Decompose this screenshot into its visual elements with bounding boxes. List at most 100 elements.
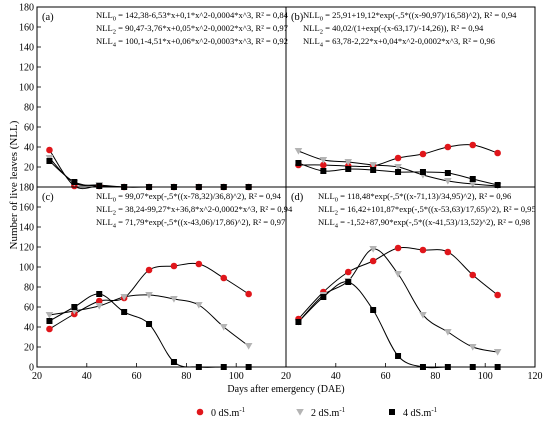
panel-frame bbox=[36, 6, 287, 188]
equation-text: = 100,1-4,51*x+0,06*x^2-0,0003*x^3, R² =… bbox=[116, 36, 288, 46]
data-point bbox=[146, 321, 153, 327]
y-tick-label: 40 bbox=[24, 143, 34, 154]
data-point bbox=[96, 183, 103, 189]
data-point bbox=[344, 159, 353, 166]
data-point bbox=[369, 257, 377, 265]
data-point bbox=[345, 166, 352, 172]
equation-subscript: 2 bbox=[113, 210, 116, 217]
data-point bbox=[395, 169, 402, 175]
panel-letter: (c) bbox=[42, 192, 54, 203]
data-point bbox=[245, 364, 252, 370]
data-point bbox=[493, 349, 502, 356]
legend: 0 dS.m-1 2 dS.m-1 4 dS.m-1 bbox=[196, 406, 438, 419]
data-point bbox=[46, 146, 53, 154]
x-tick-label: 40 bbox=[82, 371, 92, 382]
legend-label: 0 dS.m-1 bbox=[211, 406, 246, 419]
y-tick-label: 120 bbox=[19, 63, 34, 74]
equation-label: NLL bbox=[96, 204, 113, 214]
data-point bbox=[344, 268, 352, 276]
equation-subscript: 2 bbox=[335, 210, 338, 217]
x-tick-label: 80 bbox=[181, 371, 191, 382]
legend-item: 0 dS.m-1 bbox=[196, 406, 246, 419]
y-tick-label: 0 bbox=[29, 363, 34, 374]
y-tick-label: 160 bbox=[19, 203, 34, 214]
legend-label-sup: -1 bbox=[339, 406, 345, 414]
equation-label: NLL bbox=[96, 23, 113, 33]
equation-text: = 63,78-2,22*x+0,04*x^2-0,0002*x^3, R² =… bbox=[323, 36, 496, 46]
regression-equation: NLL0 = 142,38-6,53*x+0,1*x^2-0,0004*x^3,… bbox=[96, 10, 289, 23]
data-point bbox=[419, 150, 427, 158]
legend-label: 2 dS.m-1 bbox=[311, 406, 346, 419]
regression-equation: NLL0 = 118,48*exp(-,5*((x-71,13)/34,95)^… bbox=[318, 191, 512, 204]
equation-text: = 40,02/(1+exp(-(x-63,17)/-14,26)), R² =… bbox=[323, 23, 484, 33]
equation-label: NLL bbox=[303, 23, 320, 33]
regression-equation: NLL2 = 90,47-3,76*x+0,05*x^2-0,0002*x^3,… bbox=[96, 23, 289, 36]
data-point bbox=[320, 294, 327, 300]
data-point bbox=[419, 246, 427, 254]
data-point bbox=[369, 162, 377, 169]
equation-label: NLL bbox=[318, 204, 335, 214]
regression-equation: NLL4 = 100,1-4,51*x+0,06*x^2-0,0003*x^3,… bbox=[96, 36, 288, 49]
x-tick-label: 120 bbox=[528, 371, 543, 382]
equation-subscript: 2 bbox=[113, 29, 116, 36]
data-point bbox=[345, 279, 352, 285]
regression-equation: NLL4 = 63,78-2,22*x+0,04*x^2-0,0002*x^3,… bbox=[303, 36, 496, 49]
equation-text: = 71,79*exp(-,5*((x-43,06)/17,86)^2), R²… bbox=[116, 217, 286, 227]
data-point bbox=[419, 364, 426, 370]
data-point bbox=[120, 294, 128, 301]
legend-marker bbox=[389, 409, 395, 415]
data-point bbox=[444, 178, 452, 185]
data-point bbox=[468, 181, 477, 188]
data-point bbox=[494, 182, 501, 188]
equation-text: = 118,48*exp(-,5*((x-71,13)/34,95)^2), R… bbox=[338, 191, 512, 201]
data-point bbox=[444, 364, 451, 370]
y-axis-label: Number of live leaves (NLL) bbox=[8, 120, 20, 249]
data-point bbox=[469, 271, 477, 279]
legend-label: 4 dS.m-1 bbox=[403, 406, 438, 419]
equation-subscript: 0 bbox=[320, 16, 323, 23]
regression-equation: NLL2 = 40,02/(1+exp(-(x-63,17)/-14,26)),… bbox=[303, 23, 484, 36]
data-point bbox=[294, 148, 303, 155]
panel-letter: (a) bbox=[42, 12, 54, 23]
x-tick-label: 80 bbox=[430, 371, 440, 382]
data-point bbox=[444, 143, 452, 151]
data-point bbox=[394, 154, 402, 162]
equation-label: NLL bbox=[96, 10, 113, 20]
equation-subscript: 0 bbox=[113, 197, 116, 204]
fit-curve bbox=[49, 160, 249, 188]
data-point bbox=[395, 353, 402, 359]
equation-label: NLL bbox=[318, 191, 335, 201]
y-tick-label: 140 bbox=[19, 43, 34, 54]
data-point bbox=[46, 158, 53, 164]
legend-label-text: 2 dS.m bbox=[311, 408, 340, 419]
y-tick-label: 60 bbox=[24, 303, 34, 314]
y-tick-label: 100 bbox=[19, 263, 34, 274]
data-point bbox=[195, 364, 202, 370]
data-point bbox=[195, 302, 203, 309]
data-point bbox=[95, 303, 104, 310]
panel-frame bbox=[36, 186, 287, 368]
data-point bbox=[320, 168, 327, 174]
y-tick-label: 80 bbox=[24, 103, 34, 114]
fit-curve bbox=[49, 149, 249, 190]
fit-curve bbox=[298, 248, 498, 353]
panel-b: (b) NLL0 = 25,91+19,12*exp(-,5*((x-90,97)… bbox=[285, 6, 536, 190]
y-tick-label: 100 bbox=[19, 83, 34, 94]
data-point bbox=[469, 141, 477, 149]
data-point bbox=[419, 169, 426, 175]
legend-label-text: 0 dS.m bbox=[211, 408, 240, 419]
data-point bbox=[370, 167, 377, 173]
data-point bbox=[245, 290, 252, 298]
y-tick-label: 180 bbox=[19, 183, 34, 194]
equation-text: = 25,91+19,12*exp(-,5*((x-90,97)/16,58)^… bbox=[323, 10, 517, 20]
panel-letter: (b) bbox=[291, 12, 304, 23]
data-point bbox=[145, 266, 153, 274]
data-point bbox=[145, 292, 153, 299]
data-point bbox=[468, 344, 477, 351]
equation-label: NLL bbox=[96, 191, 113, 201]
equation-subscript: 0 bbox=[335, 197, 338, 204]
regression-equation: NLL0 = 25,91+19,12*exp(-,5*((x-90,97)/16… bbox=[303, 10, 517, 23]
equation-text: = 38,24-99,27*x+36,8*x^2-0,0002*x^3, R² … bbox=[116, 204, 293, 214]
regression-equation: NLL4 = -1,52+87,90*exp(-,5*((x-41,53)/13… bbox=[318, 217, 530, 230]
